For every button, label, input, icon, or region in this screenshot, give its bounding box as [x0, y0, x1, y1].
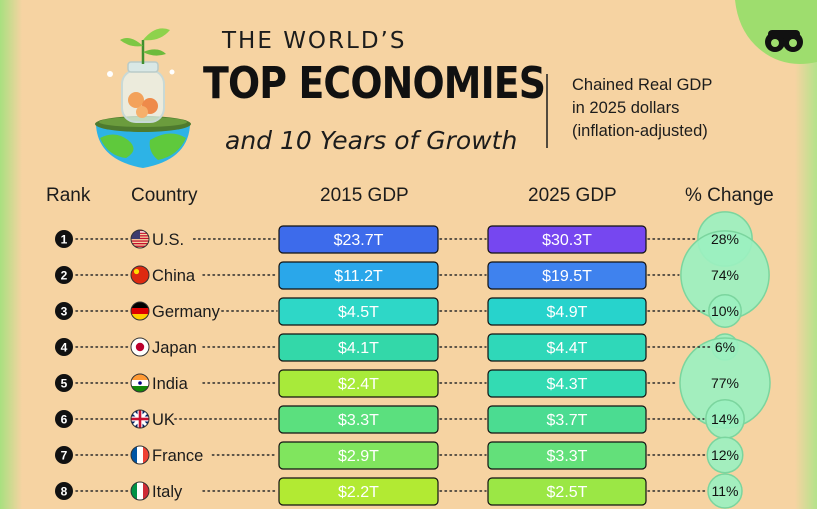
gdp-2025-label: $3.3T — [547, 448, 588, 465]
gdp-2015-label: $4.5T — [338, 304, 379, 321]
change-label: 6% — [715, 339, 735, 355]
rank-number: 5 — [61, 377, 68, 391]
gdp-2015-label: $11.2T — [334, 268, 383, 285]
country-label: Japan — [152, 339, 197, 357]
uk-flag-icon — [130, 409, 150, 429]
gdp-2025-bar — [487, 261, 647, 290]
gdp-2025-bar — [487, 297, 647, 326]
gdp-2015-bar — [278, 297, 439, 326]
country-label: UK — [152, 411, 175, 429]
gdp-2025-bar — [487, 225, 647, 254]
publisher-logo-icon — [735, 0, 817, 64]
gdp-2015-label: $2.2T — [338, 484, 379, 501]
gdp-2025-bar — [487, 405, 647, 434]
change-label: 10% — [711, 303, 739, 319]
change-label: 14% — [711, 411, 739, 427]
gdp-2015-bar — [278, 333, 439, 362]
gdp-2025-label: $4.4T — [547, 340, 588, 357]
gdp-2025-bar — [487, 333, 647, 362]
change-label: 28% — [711, 231, 739, 247]
rank-number: 6 — [61, 413, 68, 427]
gdp-2025-label: $2.5T — [547, 484, 588, 501]
gdp-2015-bar — [278, 405, 439, 434]
country-label: France — [152, 447, 203, 465]
gdp-2015-bar — [278, 261, 439, 290]
rank-number: 4 — [61, 341, 68, 355]
gdp-2025-bar — [487, 369, 647, 398]
change-label: 11% — [712, 483, 739, 499]
rank-badge — [55, 446, 73, 464]
gdp-2015-label: $23.7T — [334, 232, 384, 249]
header-change: % Change — [685, 185, 774, 206]
change-bubble — [706, 436, 744, 474]
gdp-2025-label: $19.5T — [542, 268, 592, 285]
header-rank: Rank — [46, 185, 91, 206]
gdp-2025-bar — [487, 441, 647, 470]
germany-flag-icon — [130, 301, 150, 321]
japan-flag-icon — [130, 337, 150, 357]
china-flag-icon — [130, 265, 150, 285]
india-flag-icon — [130, 373, 150, 393]
rank-badge — [55, 266, 73, 284]
france-flag-icon — [130, 445, 150, 465]
rank-badge — [55, 482, 73, 500]
gdp-2015-label: $4.1T — [338, 340, 379, 357]
gdp-2015-label: $2.4T — [338, 376, 379, 393]
change-label: 77% — [711, 375, 739, 391]
rank-badge — [55, 374, 73, 392]
rank-badge — [55, 410, 73, 428]
gdp-2025-label: $3.7T — [547, 412, 588, 429]
note-line-3: (inflation-adjusted) — [572, 122, 708, 140]
note-line-2: in 2025 dollars — [572, 99, 680, 117]
rank-badge — [55, 338, 73, 356]
gdp-2015-bar — [278, 477, 439, 506]
title-line-1: THE WORLD’S — [222, 28, 407, 54]
gdp-2015-label: $3.3T — [338, 412, 379, 429]
rank-number: 3 — [61, 305, 68, 319]
header-country: Country — [131, 185, 198, 206]
country-label: India — [152, 375, 189, 393]
us-flag-icon — [130, 229, 150, 249]
globe-plant-icon — [95, 28, 191, 168]
italy-flag-icon — [130, 481, 150, 501]
header-2015-gdp: 2015 GDP — [320, 185, 409, 206]
change-label: 74% — [711, 267, 739, 283]
country-label: Italy — [152, 483, 183, 501]
rank-badge — [55, 302, 73, 320]
rank-number: 2 — [61, 269, 68, 283]
rank-badge — [55, 230, 73, 248]
rank-number: 8 — [61, 485, 68, 499]
change-bubble — [707, 473, 743, 509]
change-bubble — [708, 294, 742, 328]
country-label: U.S. — [152, 231, 184, 249]
gdp-2025-label: $30.3T — [542, 232, 592, 249]
rank-number: 7 — [61, 449, 68, 463]
subtitle: and 10 Years of Growth — [225, 126, 518, 155]
note-line-1: Chained Real GDP — [572, 76, 713, 94]
gdp-2025-label: $4.3T — [547, 376, 588, 393]
gdp-2015-bar — [278, 369, 439, 398]
rank-number: 1 — [61, 233, 68, 247]
change-label: 12% — [711, 447, 739, 463]
header-2025-gdp: 2025 GDP — [528, 185, 617, 206]
country-label: Germany — [152, 303, 221, 321]
gdp-2015-label: $2.9T — [338, 448, 379, 465]
gdp-2025-label: $4.9T — [547, 304, 588, 321]
gdp-2025-bar — [487, 477, 647, 506]
gdp-2015-bar — [278, 441, 439, 470]
country-label: China — [152, 267, 196, 285]
gdp-2015-bar — [278, 225, 439, 254]
